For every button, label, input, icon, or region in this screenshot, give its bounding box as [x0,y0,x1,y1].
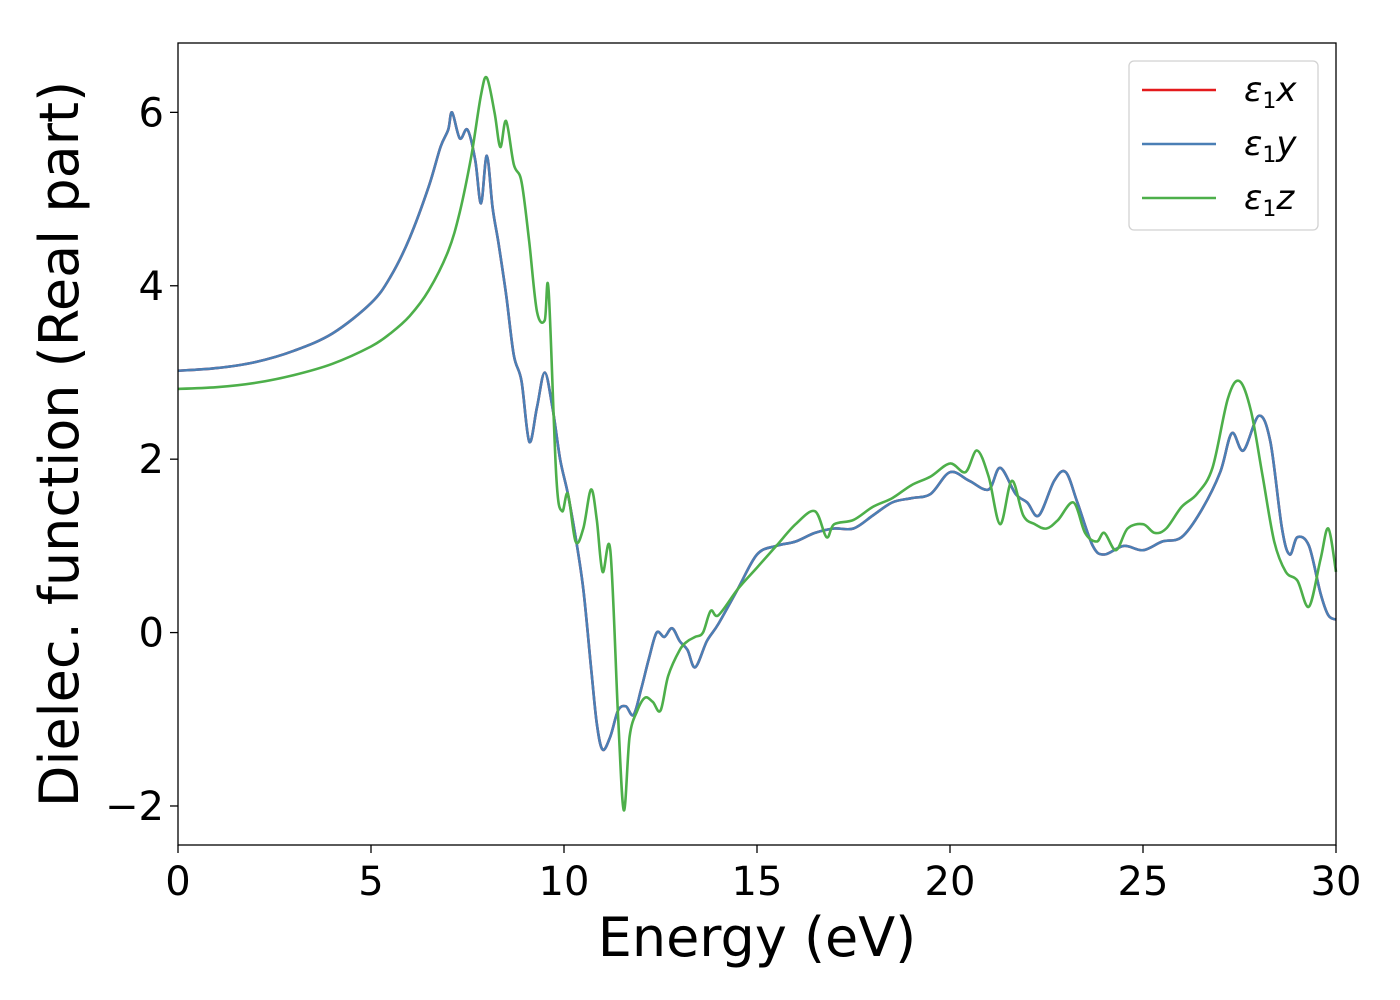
y-tick-label: 0 [139,611,164,657]
y-tick-label: 4 [139,264,164,310]
legend: ε1x ε1y ε1z [1128,60,1319,231]
y-tick-label: 2 [139,437,164,483]
x-tick-label: 25 [1118,859,1169,905]
x-tick-label: 30 [1311,859,1362,905]
y-axis-ticks: −2 0 2 4 6 [105,90,178,830]
legend-label-1: ε1x [1244,70,1297,114]
y-axis-title: Dielec. function (Real part) [28,81,91,807]
y-tick-label: −2 [105,784,164,830]
y-tick-label: 6 [139,90,164,136]
x-tick-label: 20 [925,859,976,905]
x-tick-label: 10 [539,859,590,905]
legend-label-2: ε1y [1244,124,1297,168]
series-line-3 [177,75,1338,812]
series-line-2 [177,111,1337,752]
x-tick-label: 15 [732,859,783,905]
x-tick-label: 0 [165,859,190,905]
x-tick-label: 5 [358,859,383,905]
legend-box [1128,60,1319,231]
series-lines [177,75,1338,812]
x-axis-title: Energy (eV) [598,906,917,969]
x-axis-ticks: 0 5 10 15 20 25 30 [165,845,1361,905]
legend-label-3: ε1z [1244,178,1295,222]
